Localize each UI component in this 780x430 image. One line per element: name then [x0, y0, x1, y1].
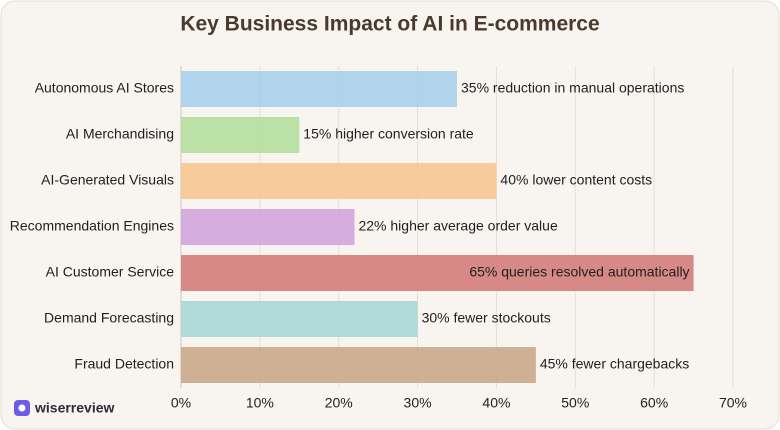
y-tick-label: Fraud Detection: [74, 356, 174, 372]
x-tick-label: 20%: [325, 395, 353, 411]
x-tick-label: 0%: [171, 395, 191, 411]
x-tick-label: 60%: [640, 395, 668, 411]
value-label: 40% lower content costs: [500, 172, 652, 188]
bar: [181, 163, 497, 199]
bar: [181, 255, 694, 291]
value-label: 15% higher conversion rate: [303, 126, 474, 142]
x-tick-label: 40%: [482, 395, 510, 411]
y-tick-label: AI Merchandising: [66, 126, 174, 142]
chart-title: Key Business Impact of AI in E-commerce: [180, 13, 599, 36]
y-tick-label: AI-Generated Visuals: [41, 172, 174, 188]
x-tick-label: 30%: [404, 395, 432, 411]
value-label: 45% fewer chargebacks: [540, 356, 689, 372]
value-label: 30% fewer stockouts: [422, 310, 551, 326]
x-tick-label: 70%: [719, 395, 747, 411]
value-label: 65% queries resolved automatically: [469, 264, 689, 280]
brand: wiserreview: [34, 400, 114, 416]
bar: [181, 71, 457, 107]
x-tick-label: 50%: [561, 395, 589, 411]
value-label: 22% higher average order value: [358, 218, 557, 234]
y-tick-label: Recommendation Engines: [10, 218, 174, 234]
y-tick-label: Demand Forecasting: [44, 310, 174, 326]
bar: [181, 117, 300, 153]
bar: [181, 347, 536, 383]
y-tick-label: Autonomous AI Stores: [35, 80, 174, 96]
value-label: 35% reduction in manual operations: [461, 80, 684, 96]
bar: [181, 301, 418, 337]
brand-logo: [14, 400, 30, 416]
x-tick-label: 10%: [246, 395, 274, 411]
y-tick-label: AI Customer Service: [46, 264, 175, 280]
bar: [181, 209, 355, 245]
